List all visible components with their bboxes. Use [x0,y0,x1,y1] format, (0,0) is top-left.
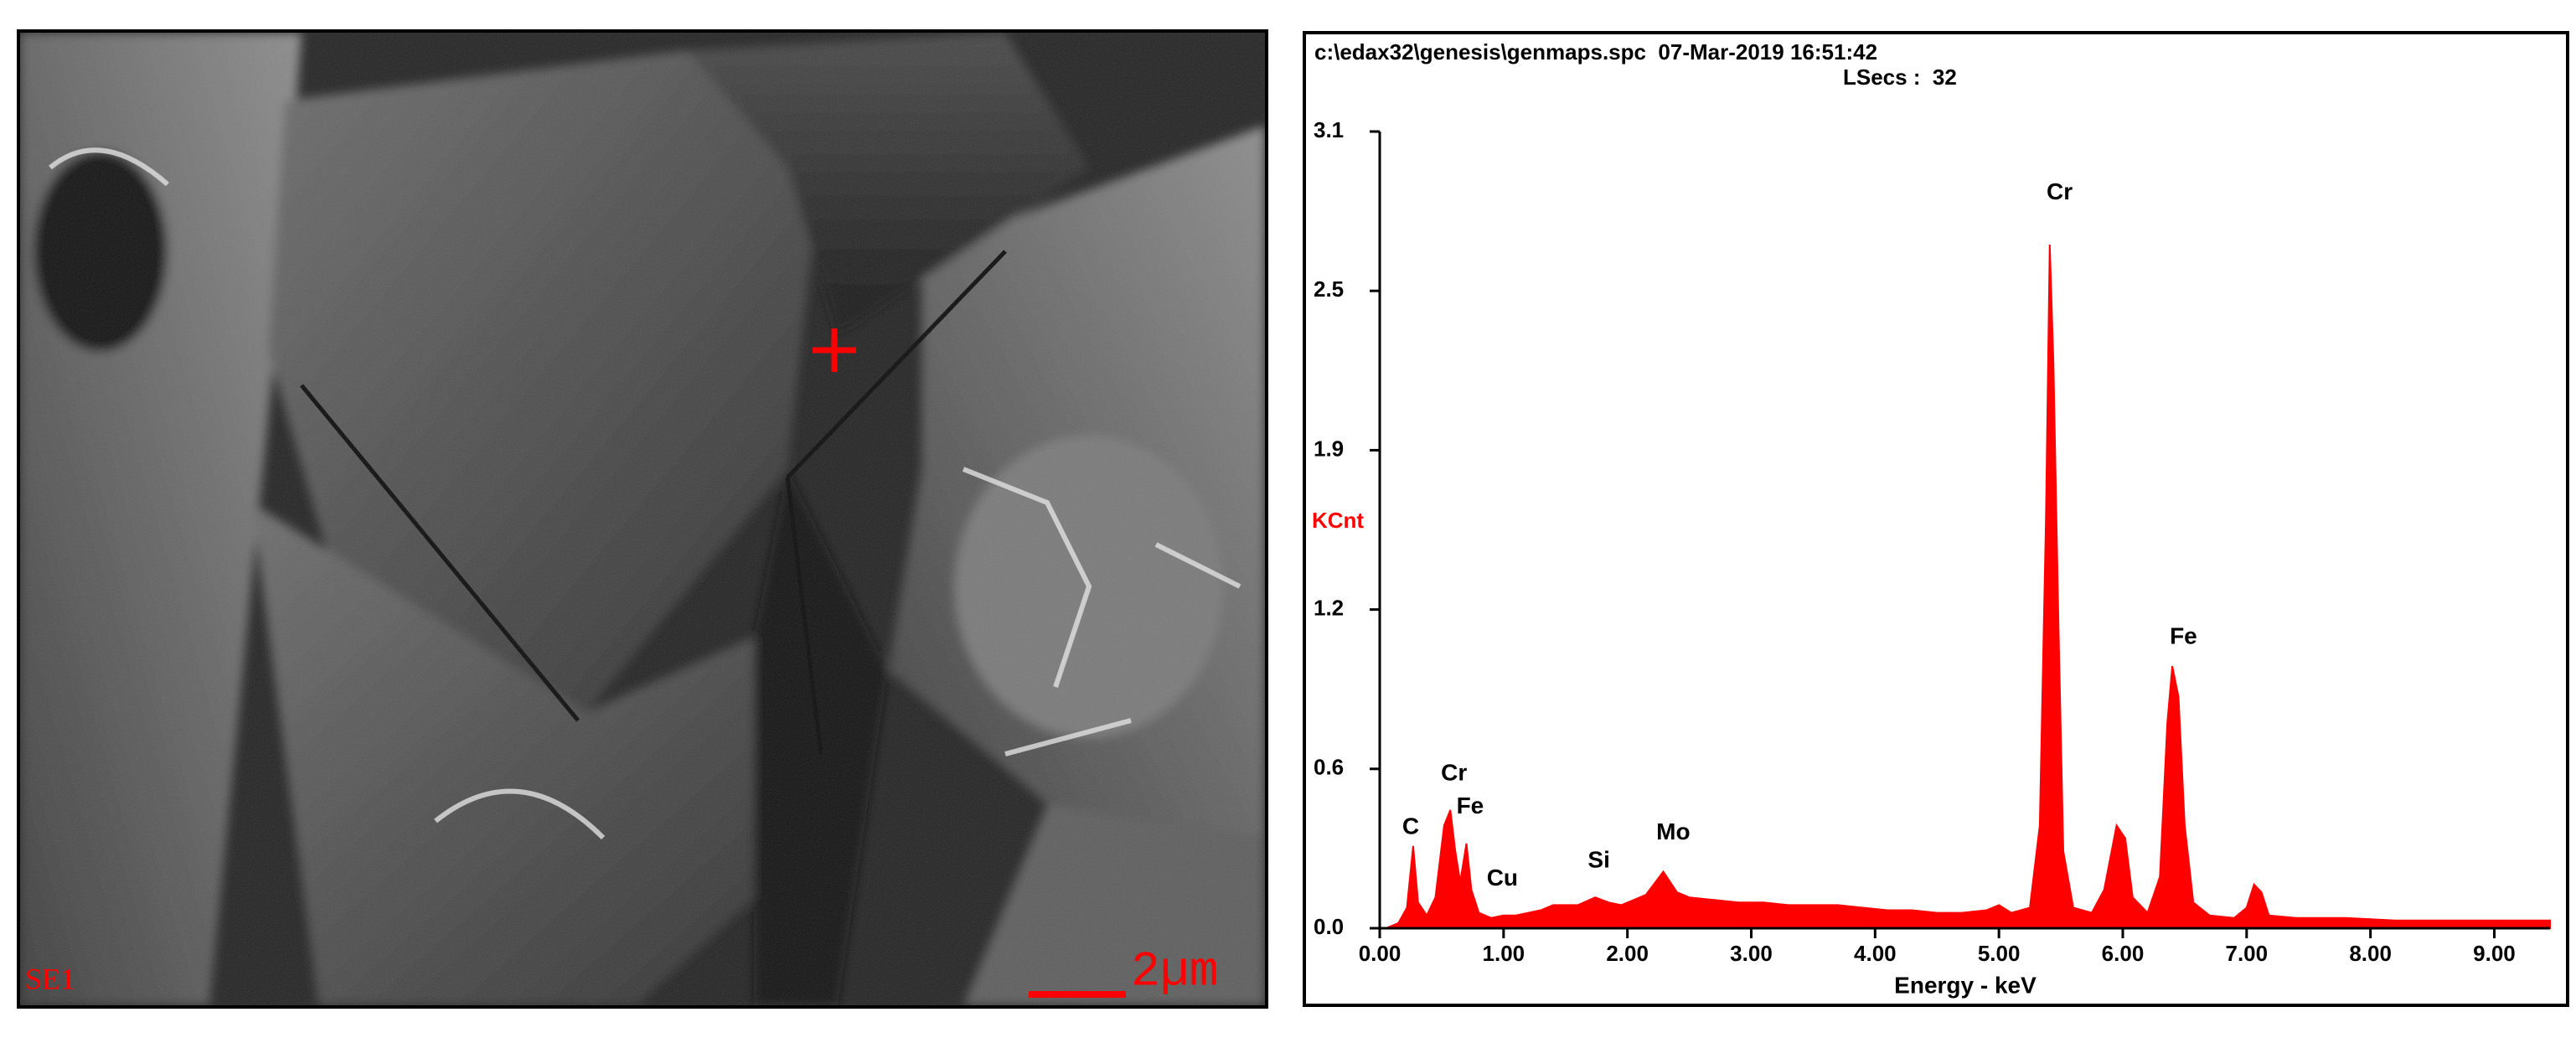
x-tick-label: 0.00 [1359,941,1402,966]
x-tick-label: 5.00 [1978,941,2021,966]
x-axis-label: Energy - keV [1894,972,2037,998]
peak-label: Fe [1457,793,1484,818]
sem-image: SE1 2µm [17,29,1268,1009]
peak-label: Cu [1487,865,1518,891]
y-tick-label: 1.9 [1314,436,1344,461]
x-tick-label: 7.00 [2226,941,2269,966]
peak-label: Fe [2170,623,2197,649]
y-tick-label: 3.1 [1314,117,1344,142]
detector-label: SE1 [25,962,75,995]
spectrum-area [1386,244,2551,929]
y-tick-label: 0.6 [1314,755,1344,780]
peak-label: Cr [2047,178,2073,204]
x-tick-label: 1.00 [1483,941,1525,966]
x-tick-label: 9.00 [2473,941,2516,966]
peak-label: Cr [1441,759,1467,785]
y-tick-label: 0.0 [1314,914,1344,939]
peak-label: Si [1587,847,1609,873]
x-tick-label: 2.00 [1606,941,1649,966]
spectrum-panel: c:\edax32\genesis\genmaps.spc 07-Mar-201… [1303,31,2569,1007]
x-tick-label: 6.00 [2102,941,2145,966]
x-tick-label: 3.00 [1730,941,1773,966]
y-axis-label: KCnt [1312,508,1364,533]
x-tick-label: 4.00 [1854,941,1897,966]
subheader: LSecs : 32 [1843,65,1957,90]
y-tick-label: 2.5 [1314,276,1344,302]
header: c:\edax32\genesis\genmaps.spc 07-Mar-201… [1314,39,1877,65]
peak-label: C [1402,813,1419,839]
marker-cross [813,328,856,372]
scale-label: 2µm [1131,945,1218,999]
peak-label: Mo [1656,818,1690,844]
x-tick-label: 8.00 [2349,941,2392,966]
y-tick-label: 1.2 [1314,595,1344,620]
